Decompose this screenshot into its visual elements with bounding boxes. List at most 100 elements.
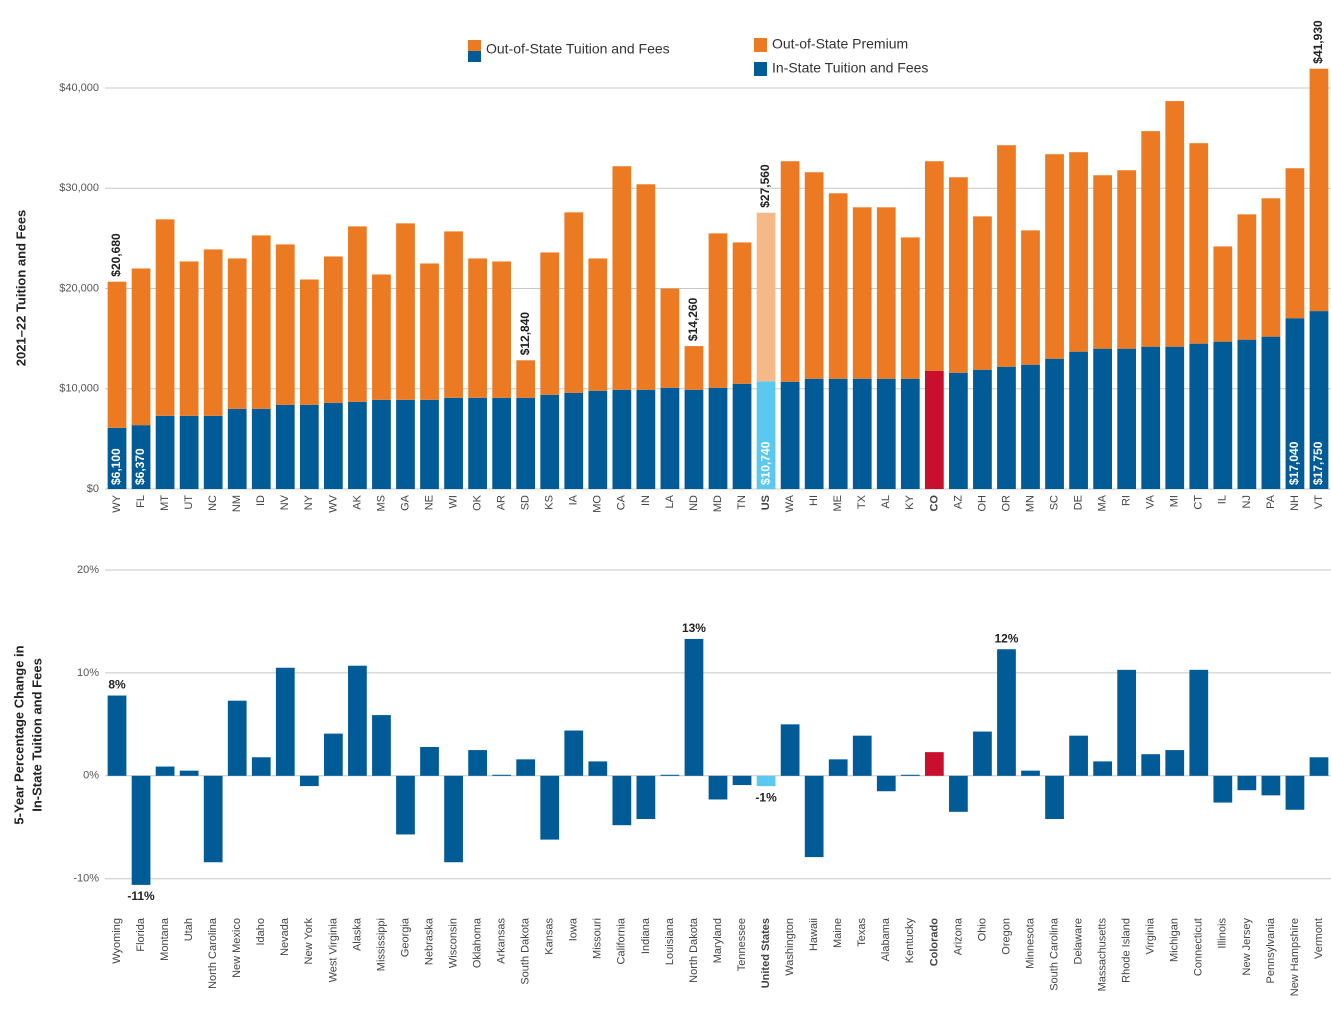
bar-segment (612, 389, 632, 489)
bar-segment (1141, 346, 1161, 489)
x-tick-label: Montana (159, 917, 171, 961)
x-tick-label: ID (255, 495, 267, 506)
x-tick-label: NJ (1241, 495, 1253, 508)
x-tick-label: CT (1193, 495, 1205, 510)
x-tick-label: IL (1217, 495, 1229, 504)
bar-segment (949, 177, 968, 373)
y-tick-label: $0 (87, 483, 99, 495)
x-tick-label: AK (351, 494, 363, 509)
bar-segment (636, 184, 656, 390)
bar-segment (1213, 341, 1233, 489)
x-tick-label: Connecticut (1193, 918, 1205, 976)
x-tick-label: Colorado (928, 918, 940, 967)
bar-segment (708, 233, 728, 388)
bar (396, 775, 415, 835)
x-tick-label: Alabama (880, 917, 892, 961)
x-tick-label: Minnesota (1024, 917, 1036, 969)
x-tick-label: GA (399, 494, 411, 511)
bar (852, 735, 872, 776)
bar-segment (876, 378, 896, 489)
bar-segment (1045, 358, 1064, 489)
bar-segment (1045, 154, 1064, 359)
bar-segment (203, 415, 223, 489)
bar-segment (660, 288, 680, 388)
x-tick-label: Pennsylvania (1265, 917, 1277, 983)
bar-segment (299, 279, 319, 405)
bar (420, 746, 439, 776)
bar-segment (1285, 168, 1305, 319)
bar-segment (1237, 339, 1257, 489)
value-label: $14,260 (686, 297, 700, 341)
bar (997, 649, 1016, 776)
bar (1141, 754, 1161, 776)
bar-segment (420, 399, 439, 489)
x-tick-label: MS (375, 495, 387, 512)
x-tick-label: Arkansas (496, 918, 508, 964)
bar-segment (1189, 143, 1209, 344)
x-tick-label: IA (568, 494, 580, 505)
x-tick-label: Florida (135, 917, 147, 952)
legend-label: Out-of-State Tuition and Fees (486, 41, 670, 57)
bar (155, 766, 175, 776)
x-tick-label: SD (520, 495, 532, 510)
bar-segment (732, 383, 752, 489)
x-tick-label: New Mexico (231, 918, 243, 978)
x-tick-label: Utah (183, 918, 195, 941)
x-tick-label: NY (303, 494, 315, 510)
x-tick-label: West Virginia (327, 917, 339, 982)
x-tick-label: United States (760, 918, 772, 988)
x-tick-label: Hawaii (808, 918, 820, 951)
x-tick-label: TX (856, 494, 868, 509)
bar-segment (804, 378, 824, 489)
bar (924, 752, 944, 776)
x-tick-label: NH (1289, 495, 1301, 511)
bar-segment (1285, 318, 1305, 489)
x-tick-label: ND (688, 495, 700, 511)
bar-segment (612, 166, 632, 390)
legend-swatch (754, 62, 767, 76)
bar-segment (1141, 131, 1161, 347)
value-label: $12,840 (518, 312, 532, 356)
bar-segment (251, 408, 271, 489)
x-tick-label: OH (976, 495, 988, 512)
bar-segment (299, 404, 319, 489)
x-tick-label: KY (904, 494, 916, 509)
x-tick-label: Mississippi (375, 918, 387, 971)
x-tick-label: MO (592, 495, 604, 513)
x-tick-label: MA (1097, 494, 1109, 511)
bar (973, 731, 992, 776)
bar-segment (588, 258, 608, 391)
value-label: 13% (682, 621, 706, 635)
bar-segment (540, 394, 560, 489)
bar (1237, 775, 1257, 791)
bar (564, 730, 584, 776)
value-label: $27,560 (758, 164, 772, 208)
bar (756, 775, 776, 787)
x-tick-label: WI (447, 495, 459, 508)
x-tick-label: Vermont (1313, 918, 1325, 959)
x-tick-label: CA (616, 494, 628, 510)
x-tick-label: OK (472, 494, 484, 511)
value-label: $6,100 (109, 448, 123, 485)
legend-swatch (468, 51, 481, 62)
x-tick-label: UT (183, 495, 195, 510)
x-tick-label: Ohio (976, 918, 988, 941)
x-tick-label: MD (712, 495, 724, 512)
bar-segment (203, 249, 223, 416)
x-tick-label: VT (1313, 495, 1325, 509)
x-tick-label: Nebraska (423, 917, 435, 965)
bar (732, 775, 752, 786)
bar-segment (852, 378, 872, 489)
y-tick-label: 0% (83, 770, 99, 782)
bar (780, 724, 800, 776)
bar-segment (684, 346, 704, 390)
x-tick-label: WY (111, 494, 123, 512)
x-tick-label: California (616, 917, 628, 964)
bar-segment (179, 261, 199, 416)
bar-segment (1021, 364, 1040, 489)
bar (876, 775, 896, 792)
x-tick-label: Washington (784, 918, 796, 976)
x-tick-label: Wisconsin (447, 918, 459, 968)
bar (1045, 775, 1064, 820)
bar (1069, 735, 1088, 776)
